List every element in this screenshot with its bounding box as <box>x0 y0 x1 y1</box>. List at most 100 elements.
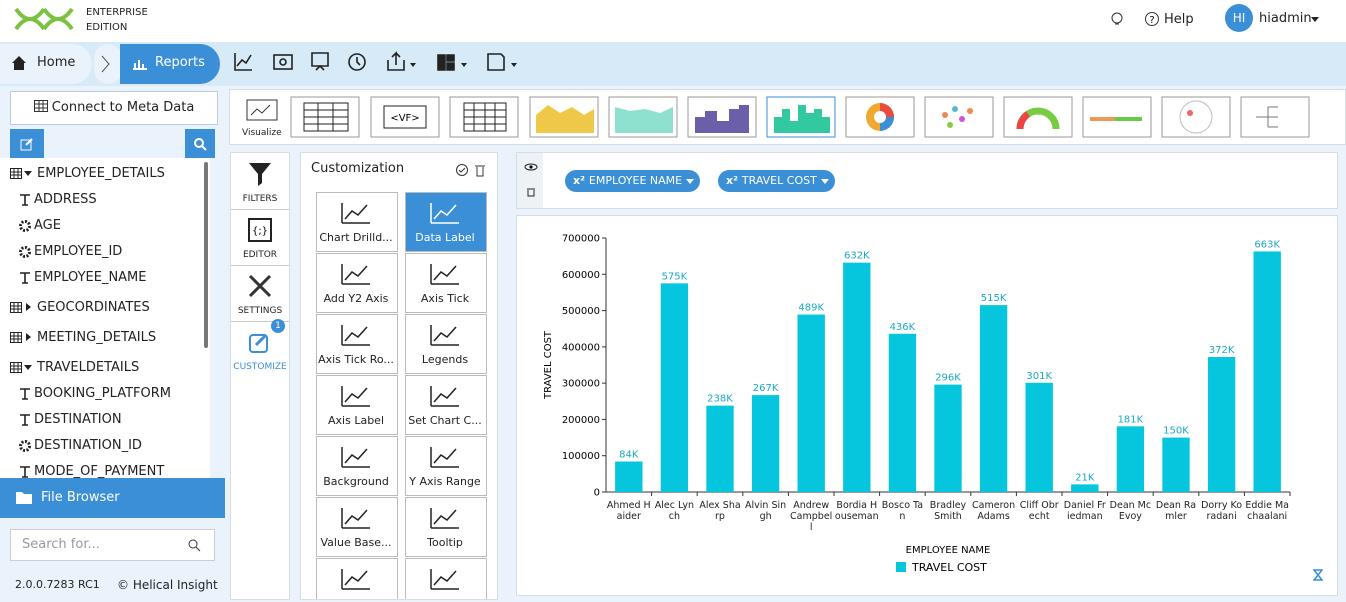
icon-part <box>341 508 370 529</box>
caret-shape <box>686 179 695 184</box>
separator <box>94 44 122 84</box>
help[interactable]: Help <box>1164 12 1194 27</box>
table-icon <box>10 168 22 179</box>
reports-button[interactable] <box>120 44 220 84</box>
tree-item[interactable]: MEETING_DETAILS <box>37 330 157 345</box>
tree-item[interactable]: TRAVELDETAILS <box>37 360 140 375</box>
tree-item[interactable]: AGE <box>34 218 61 233</box>
home[interactable]: Home <box>37 55 76 70</box>
icon-part <box>341 386 370 407</box>
tree-icon <box>19 220 31 232</box>
brand: EDITION <box>86 22 128 33</box>
expander <box>24 365 32 370</box>
version: 2.0.0.7283 RC1 <box>15 578 100 591</box>
customize-option[interactable]: Value Base... <box>316 497 398 557</box>
avatar[interactable]: HI <box>1225 4 1253 32</box>
field-chip[interactable]: x² EMPLOYEE NAME <box>565 170 701 192</box>
tree-icon <box>10 302 31 313</box>
help-icon[interactable]: ? <box>1144 11 1160 27</box>
customize-option[interactable]: Tooltip <box>405 497 487 557</box>
tree-item[interactable]: EMPLOYEE_NAME <box>34 270 147 285</box>
y-tick-label: 400000 <box>562 342 600 353</box>
option-icon <box>341 447 370 468</box>
option-label[interactable]: Y Axis Range <box>409 475 481 488</box>
field-chip[interactable]: x² TRAVEL COST <box>718 170 835 192</box>
customize-option[interactable]: Axis Label <box>316 375 398 435</box>
text-icon <box>20 194 30 206</box>
customize-option[interactable]: Set Chart C... <box>405 375 487 435</box>
caret <box>820 179 829 184</box>
panel-actions[interactable] <box>456 163 490 177</box>
sidebar: Connect to Meta Data EMPLOYEE_DETAILS ADD… <box>0 86 225 602</box>
tab-icon[interactable] <box>247 161 273 187</box>
tree-icon <box>20 414 30 426</box>
search-icon <box>188 539 201 552</box>
data-label: 489K <box>798 303 824 314</box>
option-label[interactable]: Background <box>323 475 389 488</box>
icon-part <box>248 218 272 242</box>
option-label[interactable]: Axis Tick <box>420 292 470 305</box>
customize-option[interactable]: Data Label <box>405 192 487 252</box>
toolbar-icons[interactable] <box>232 50 522 74</box>
option-label[interactable]: Combinatio... <box>406 597 484 599</box>
bar <box>1116 426 1145 492</box>
tree-icon <box>20 388 30 400</box>
option-label[interactable]: Add Y2 Axis <box>323 292 389 305</box>
user-menu[interactable]: hiadmin <box>1259 11 1312 26</box>
tree-item[interactable]: BOOKING_PLATFORM <box>34 386 171 401</box>
tree-icon <box>10 168 32 179</box>
customize-option[interactable]: Add Y2 Axis <box>316 253 398 313</box>
option-label[interactable]: Axis Label <box>328 414 384 427</box>
option-label[interactable]: Chart Axis ... <box>317 597 395 599</box>
home-icon <box>12 56 26 70</box>
tab-icon[interactable]: {;} <box>247 217 273 243</box>
search-button[interactable] <box>185 129 215 158</box>
search-icon <box>194 138 207 151</box>
tree-item[interactable]: EMPLOYEE_DETAILS <box>37 166 165 181</box>
bar <box>843 262 871 492</box>
customize-option[interactable]: Chart Drilld... <box>316 192 398 252</box>
customize-option[interactable]: Background <box>316 436 398 496</box>
search-box[interactable] <box>10 529 215 561</box>
tab-label[interactable]: EDITOR <box>242 250 278 260</box>
tab-label[interactable]: FILTERS <box>242 194 278 204</box>
chart-types[interactable]: <VF> <box>290 95 1346 141</box>
customize-option[interactable]: Axis Tick Ro... <box>316 314 398 374</box>
option-label[interactable]: Value Base... <box>320 536 392 549</box>
x-tick-label: Alex Sharp <box>699 500 741 522</box>
customize-option[interactable]: Y Axis Range <box>405 436 487 496</box>
tab-icon[interactable] <box>247 273 273 299</box>
field-tool-icons[interactable] <box>524 161 538 197</box>
file-browser-label[interactable]: File Browser <box>41 490 120 505</box>
tab-icon[interactable] <box>247 329 273 355</box>
option-label[interactable]: Set Chart C... <box>408 414 482 427</box>
x-tick-label: Bordia Houseman <box>834 500 879 522</box>
tree-item[interactable]: DESTINATION <box>34 412 122 427</box>
tab-label[interactable]: CUSTOMIZE <box>233 362 287 372</box>
customize-option[interactable]: Axis Tick <box>405 253 487 313</box>
connect-button[interactable]: Connect to Meta Data <box>10 91 218 125</box>
file-browser[interactable] <box>0 478 225 518</box>
tree-item[interactable]: MODE_OF_PAYMENT <box>34 464 165 478</box>
tree-item[interactable]: ADDRESS <box>34 192 97 207</box>
bar <box>888 333 917 492</box>
tree-item[interactable]: GEOCORDINATES <box>37 300 150 315</box>
visualize-label[interactable]: Visualize <box>242 128 282 138</box>
option-label[interactable]: Axis Tick Ro... <box>318 353 394 366</box>
bulb-icon[interactable] <box>1108 10 1126 28</box>
option-label[interactable]: Data Label <box>415 231 475 244</box>
customize-option[interactable]: Combinatio... <box>405 558 487 599</box>
connect-label[interactable]: Connect to Meta Data <box>51 100 195 115</box>
customize-option[interactable]: Chart Axis ... <box>316 558 398 599</box>
tab-label[interactable]: SETTINGS <box>237 306 283 316</box>
table-grid <box>10 332 22 343</box>
customize-option[interactable]: Legends <box>405 314 487 374</box>
tree-item[interactable]: DESTINATION_ID <box>34 438 142 453</box>
reports[interactable]: Reports <box>155 55 205 70</box>
visualize-icon[interactable] <box>246 99 278 123</box>
option-label[interactable]: Tooltip <box>427 536 463 549</box>
tree-item[interactable]: EMPLOYEE_ID <box>34 244 123 259</box>
option-label[interactable]: Chart Drilld... <box>319 231 393 244</box>
option-label[interactable]: Legends <box>421 353 469 366</box>
